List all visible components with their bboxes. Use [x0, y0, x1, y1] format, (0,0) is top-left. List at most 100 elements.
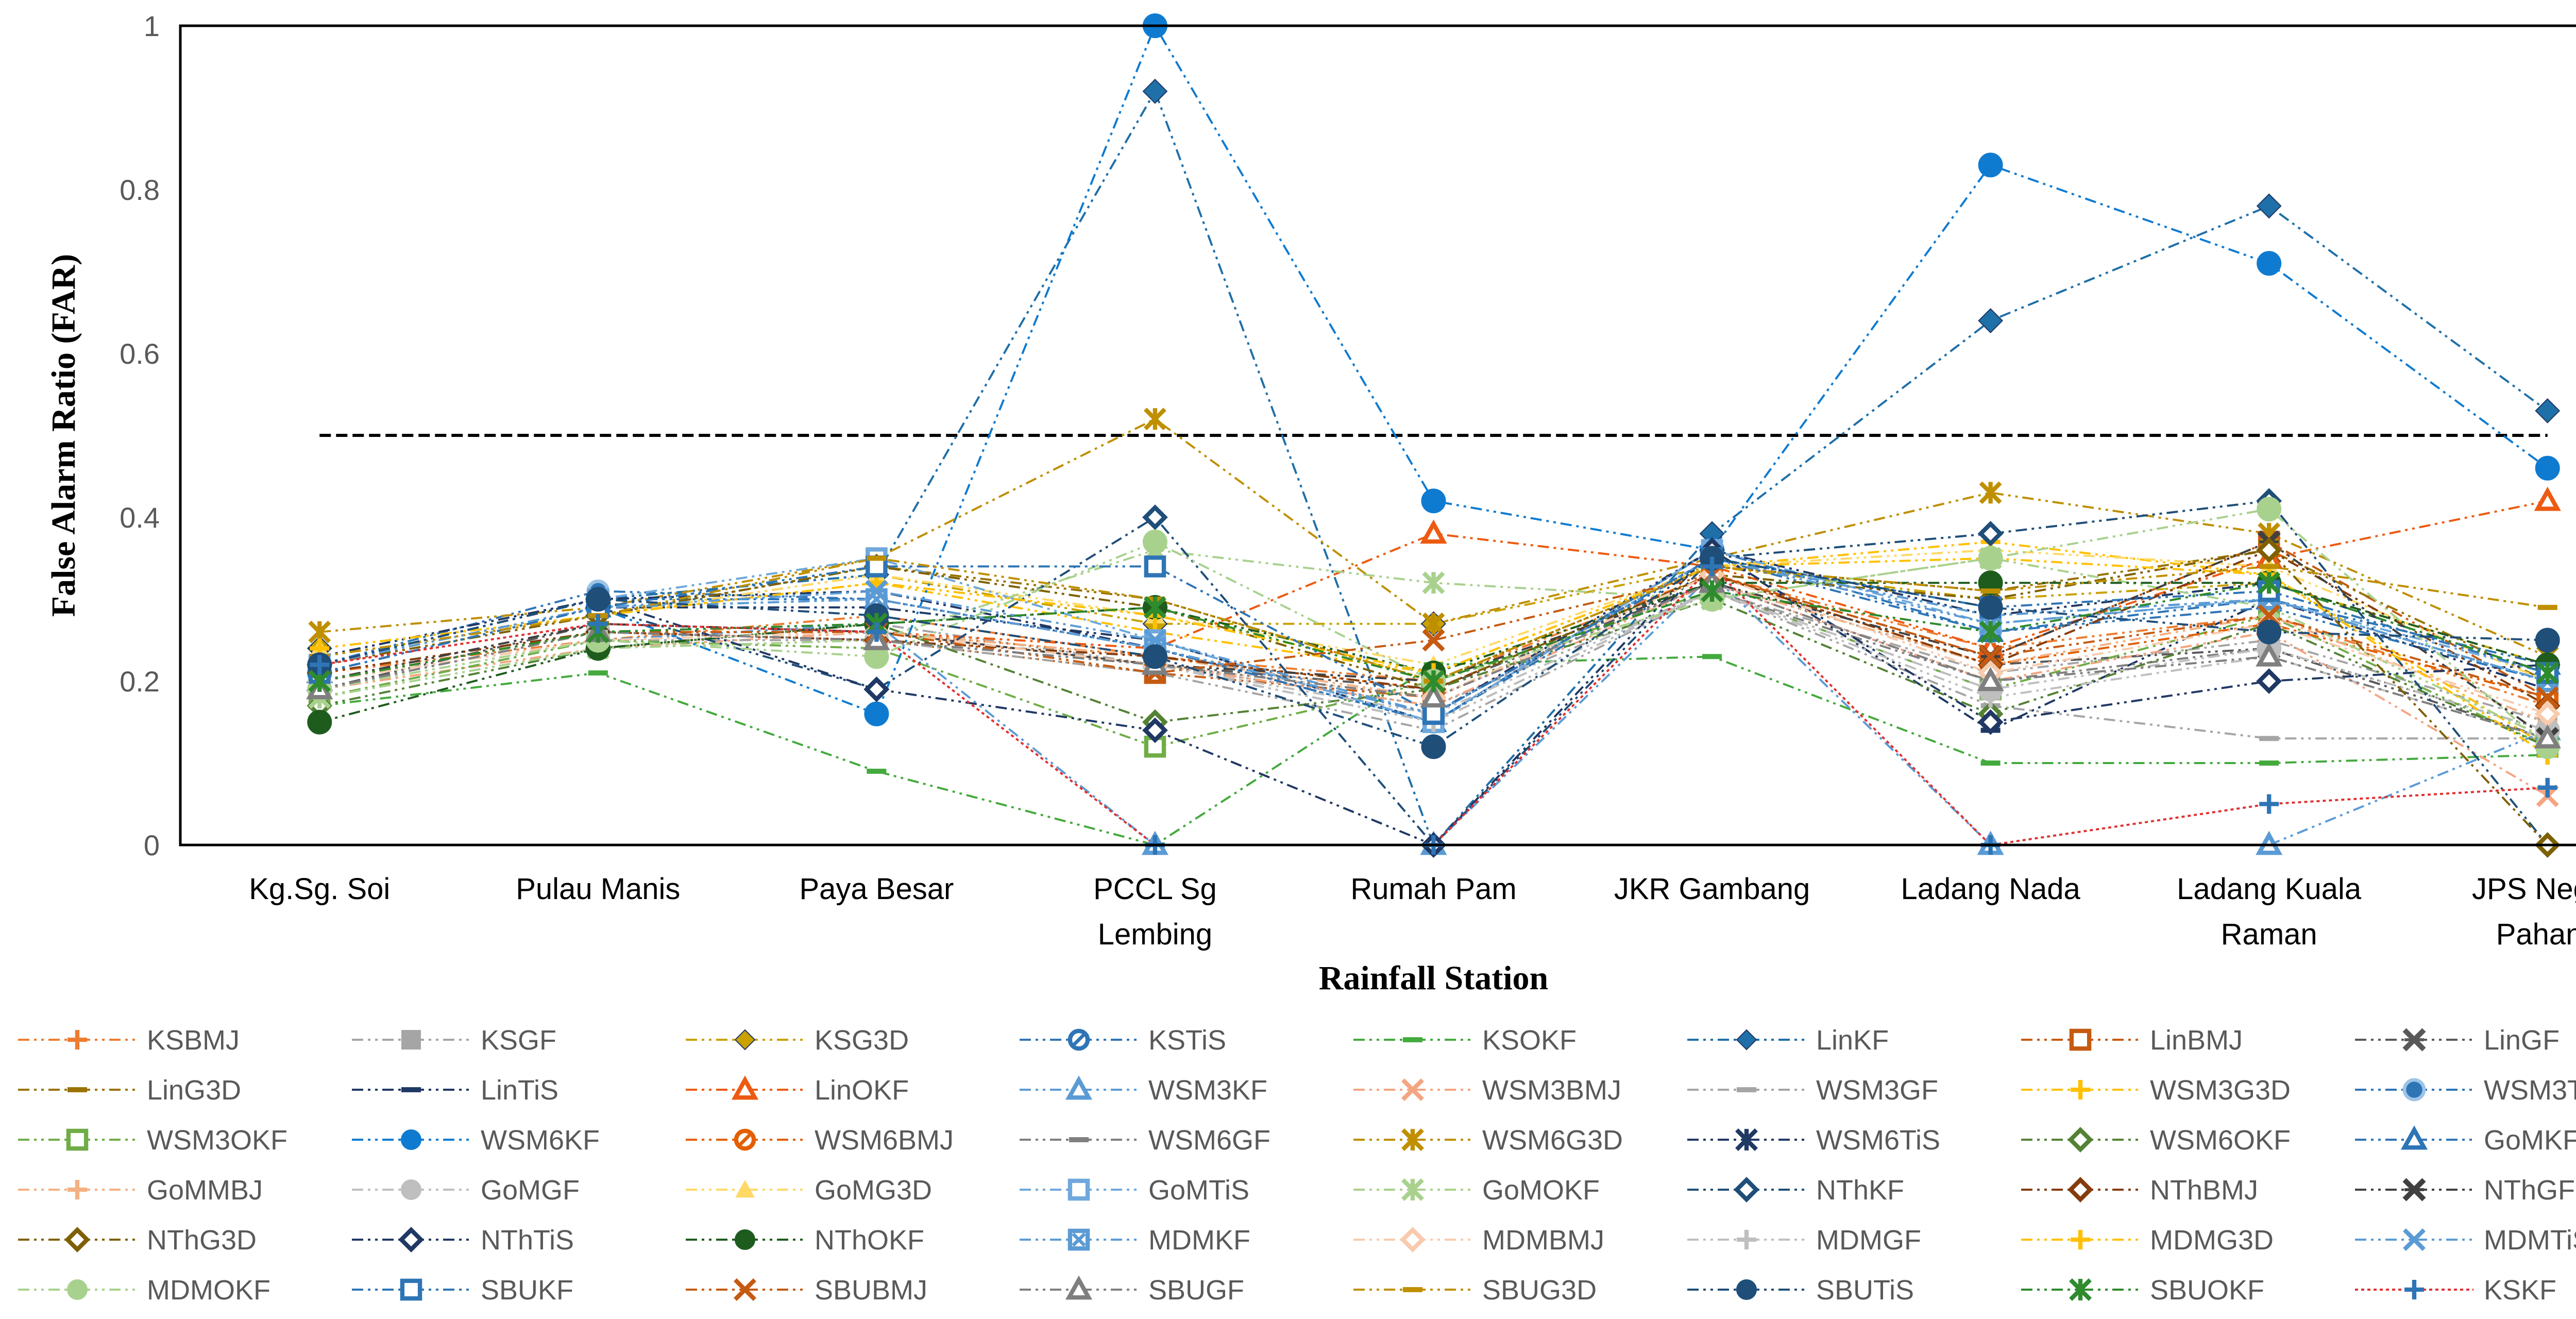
legend-marker-wsm3okf [66, 1128, 89, 1151]
legend-marker-ksg3d [734, 1029, 756, 1051]
legend-marker-wsm6gf [1069, 1137, 1089, 1142]
legend-marker-sbubmj [734, 1278, 756, 1301]
data-point-sbugf-jps-negeri-pahang [2534, 724, 2561, 749]
data-point-sbugf-rumah-pam [1420, 683, 1447, 708]
data-point-ksokf-paya-besar [867, 768, 887, 774]
legend-label-gomgf: GoMGF [481, 1175, 580, 1206]
legend-label-ling3d: LinG3D [147, 1075, 241, 1106]
data-point-kskf-ladang-kuala-raman [2259, 794, 2279, 814]
data-point-mdmbmj-jps-negeri-pahang [2534, 701, 2561, 727]
legend-label-wsm3g3d: WSM3G3D [2150, 1075, 2291, 1106]
data-point-wsm6kf-paya-besar [864, 701, 889, 726]
legend-label-linbmj: LinBMJ [2150, 1025, 2243, 1056]
x-tick-label-ladang-nada: Ladang Nada [1901, 872, 2080, 906]
legend-item-wsm6g3d: WSM6G3D [1353, 1125, 1623, 1156]
legend-item-mdmg3d: MDMG3D [2021, 1225, 2274, 1256]
legend-label-kstis: KSTiS [1148, 1025, 1226, 1056]
series-line-wsm3bmj [319, 582, 2548, 797]
y-tick-label: 0.8 [120, 174, 160, 206]
legend-label-nthokf: NThOKF [815, 1225, 924, 1256]
x-tick-label-jkr-gambang: JKR Gambang [1614, 872, 1810, 906]
data-point-ksokf-ladang-nada [1980, 760, 2001, 766]
data-point-sbukf-pccl-sg-lembing [1144, 555, 1166, 578]
data-point-sbubmj-ladang-nada [1979, 645, 2002, 668]
data-point-nthkf-pccl-sg-lembing [1142, 504, 1168, 530]
legend-item-kstis: KSTiS [1020, 1025, 1226, 1056]
x-tick-label-ladang-kuala-raman: Ladang Kuala Raman [2177, 872, 2362, 951]
plot-area-border [179, 24, 2576, 847]
legend-item-nthokf: NThOKF [686, 1225, 924, 1256]
series-line-wsm6kf [319, 23, 2548, 716]
legend-label-gommbj: GoMMBJ [147, 1175, 263, 1206]
x-tick-label-jps-negeri-pahang: JPS NegeriPahang [2472, 872, 2576, 951]
legend-label-wsm3gf: WSM3GF [1816, 1075, 1938, 1106]
data-point-ksokf-jkr-gambang [1702, 654, 1722, 660]
legend-item-gomkf: GoMKF [2355, 1125, 2576, 1156]
legend-marker-ksgf [401, 1030, 421, 1050]
legend-label-nthgf: NThGF [2484, 1175, 2575, 1206]
series-line-mdmokf [319, 508, 2548, 748]
y-axis-title: False Alarm Ratio (FAR) [45, 254, 82, 617]
legend-label-sbukf: SBUKF [481, 1275, 573, 1306]
series-line-wsm3tis [319, 549, 2548, 723]
legend-label-wsm6gf: WSM6GF [1148, 1125, 1270, 1156]
legend-label-wsm3tis: WSM3TiS [2484, 1075, 2576, 1106]
data-point-kskf-paya-besar [867, 622, 887, 642]
legend-label-mdmkf: MDMKF [1148, 1225, 1250, 1256]
legend-label-wsm3bmj: WSM3BMJ [1482, 1075, 1621, 1106]
legend-item-sbukf: SBUKF [352, 1275, 573, 1306]
legend-item-gommbj: GoMMBJ [18, 1175, 263, 1206]
legend-label-gomg3d: GoMG3D [815, 1175, 932, 1206]
data-point-sbutis-ladang-nada [1978, 595, 2003, 620]
data-point-sbubmj-rumah-pam [1422, 629, 1445, 652]
legend-label-kskf: KSKF [2484, 1275, 2556, 1306]
legend-label-gomkf: GoMKF [2484, 1125, 2576, 1156]
y-tick-label: 0.4 [120, 501, 160, 534]
legend-marker-ling3d [67, 1087, 87, 1092]
legend-item-mdmokf: MDMOKF [18, 1275, 270, 1306]
legend-label-nthbmj: NThBMJ [2150, 1175, 2258, 1206]
x-tick-label-kg-sg-soi: Kg.Sg. Soi [249, 872, 390, 906]
y-tick-label: 0.2 [120, 665, 160, 698]
legend-item-mdmbmj: MDMBMJ [1353, 1225, 1604, 1256]
legend-item-sbuokf: SBUOKF [2021, 1275, 2264, 1306]
data-point-nthtis-ladang-nada [1977, 709, 2004, 735]
legend-marker-mdmtis [2403, 1228, 2426, 1251]
data-point-sbukf-rumah-pam [1422, 703, 1445, 725]
legend-marker-linbmj [2069, 1028, 2092, 1051]
legend-marker-lintis [401, 1087, 421, 1092]
legend-label-linkf: LinKF [1816, 1025, 1889, 1056]
legend-marker-wsm6g3d [1401, 1128, 1424, 1151]
data-point-wsm6g3d-pccl-sg-lembing [1143, 408, 1166, 431]
legend-item-mdmgf: MDMGF [1687, 1225, 1921, 1256]
legend-label-ksbmj: KSBMJ [147, 1025, 240, 1056]
legend-item-gomgf: GoMGF [352, 1175, 580, 1206]
legend-marker-mdmkf [1067, 1228, 1090, 1251]
data-point-sbuokf-jps-negeri-pahang [2536, 662, 2559, 685]
legend-label-sbubmj: SBUBMJ [815, 1275, 927, 1306]
legend-label-ksgf: KSGF [481, 1025, 556, 1056]
legend-label-wsm6kf: WSM6KF [481, 1125, 600, 1156]
series-line-mdmbmj [319, 573, 2548, 715]
legend-marker-nthkf [1734, 1177, 1759, 1203]
legend-marker-sbugf [1065, 1275, 1093, 1300]
legend-marker-ksokf [1403, 1037, 1422, 1042]
legend-item-gomtis: GoMTiS [1020, 1175, 1249, 1206]
data-point-sbutis-jps-negeri-pahang [2535, 628, 2560, 653]
legend-item-nthbmj: NThBMJ [2021, 1175, 2258, 1206]
legend-item-wsm3bmj: WSM3BMJ [1353, 1075, 1621, 1106]
legend-item-gomokf: GoMOKF [1353, 1175, 1600, 1206]
data-point-sbutis-pulau-manis [585, 587, 611, 612]
legend-item-gomg3d: GoMG3D [686, 1175, 932, 1206]
legend-item-nthkf: NThKF [1687, 1175, 1904, 1206]
legend-label-gomokf: GoMOKF [1482, 1175, 1600, 1206]
legend-marker-gomkf [2400, 1125, 2428, 1150]
legend-label-wsm3okf: WSM3OKF [147, 1125, 287, 1156]
legend-item-wsm3okf: WSM3OKF [18, 1125, 287, 1156]
x-tick-label-pccl-sg-lembing: PCCL Sg Lembing [1093, 872, 1217, 951]
legend-marker-wsm3tis [2402, 1078, 2426, 1102]
data-point-sbubmj-jps-negeri-pahang [2536, 686, 2559, 709]
legend-marker-sbuokf [2069, 1278, 2092, 1301]
legend-label-wsm6g3d: WSM6G3D [1482, 1125, 1623, 1156]
legend-marker-gomg3d [735, 1180, 755, 1198]
